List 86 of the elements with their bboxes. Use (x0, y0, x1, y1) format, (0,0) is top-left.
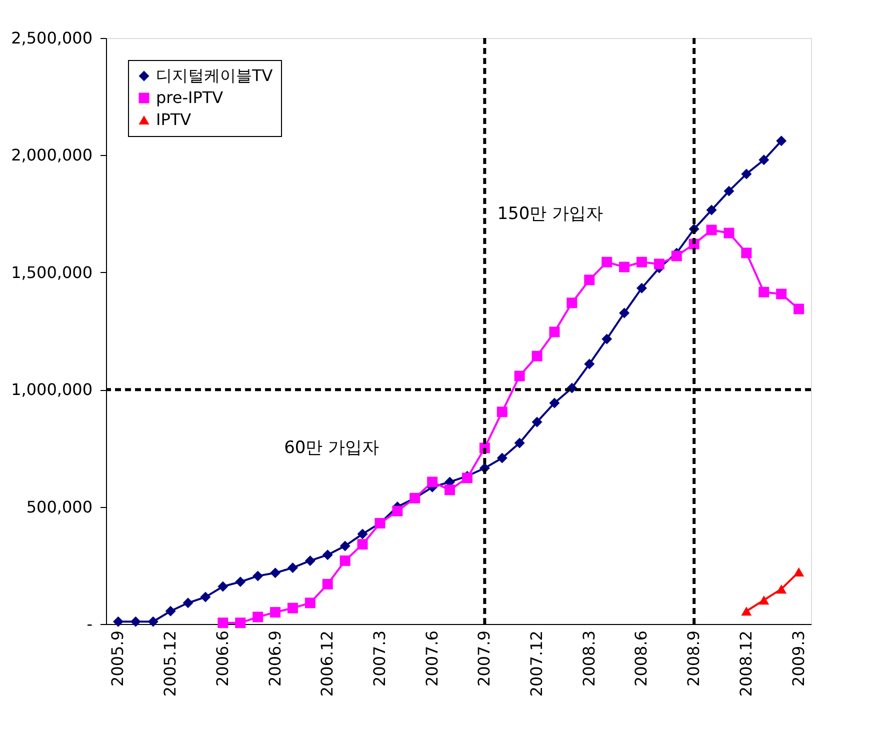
point (200, 592, 211, 602)
point (549, 326, 560, 338)
point (776, 288, 787, 300)
point (671, 250, 682, 262)
point (584, 274, 595, 286)
x-tick-label: 2009.3 (788, 630, 808, 686)
point (514, 438, 525, 448)
x-tick-label: 2006.9 (265, 630, 284, 686)
point (741, 248, 752, 258)
y-tick-label: 2,500,000 (11, 28, 92, 48)
x-tick-label: 2008.9 (684, 630, 704, 686)
y-tick-label: 2,000,000 (11, 146, 92, 165)
point (218, 618, 228, 628)
point (112, 616, 124, 627)
point (619, 262, 630, 272)
point (724, 186, 734, 196)
point (235, 576, 246, 588)
point (794, 567, 804, 577)
annotation: 150만 가입자 (497, 204, 604, 224)
point (392, 506, 403, 516)
annotation: 60만 가입자 (284, 438, 380, 458)
point (270, 607, 281, 618)
point (776, 584, 787, 594)
x-tick-label: 2008.6 (632, 630, 651, 686)
point (549, 398, 560, 408)
point (165, 606, 176, 616)
point (304, 598, 316, 608)
x-tick-label: 2006.6 (212, 630, 232, 686)
point (602, 334, 612, 344)
point (636, 282, 647, 294)
point (758, 154, 770, 166)
point (654, 258, 664, 270)
x-tick-label: 2007.12 (527, 630, 546, 697)
point (252, 570, 264, 582)
y-tick-label: 1,500,000 (11, 262, 92, 282)
y-tick-label: 500,000 (26, 497, 92, 516)
legend-label: pre-IPTV (156, 88, 224, 107)
point (357, 528, 368, 540)
point (340, 555, 350, 566)
point (130, 616, 141, 627)
point (270, 568, 281, 578)
point (340, 540, 350, 552)
point (514, 370, 525, 382)
point (619, 308, 630, 318)
point (706, 204, 717, 216)
point (602, 256, 612, 268)
point (322, 578, 333, 590)
point (148, 616, 158, 627)
point (182, 598, 194, 608)
point (636, 256, 647, 268)
x-tick-label: 2007.3 (370, 630, 389, 686)
point (794, 304, 804, 314)
x-tick-label: 2005.9 (108, 630, 128, 686)
point (532, 416, 542, 428)
x-tick-label: 2005.12 (160, 630, 180, 697)
legend-label: 디지털케이블TV (156, 66, 273, 85)
x-tick-label: 2008.12 (736, 630, 756, 697)
y-tick-label: 1,000,000 (11, 380, 92, 400)
point (584, 358, 595, 370)
point (287, 562, 298, 573)
point (444, 484, 456, 496)
point (322, 550, 333, 560)
point (706, 224, 717, 236)
legend-label: IPTV (156, 110, 192, 129)
point (218, 581, 228, 592)
x-tick-label: 2007.9 (474, 630, 494, 686)
x-tick-label: 2008.3 (579, 630, 598, 686)
point (252, 612, 264, 622)
point (724, 228, 734, 238)
point (566, 298, 578, 308)
point (304, 555, 316, 566)
point (758, 286, 770, 298)
point (357, 539, 368, 550)
point (287, 602, 298, 614)
x-tick-label: 2006.12 (318, 630, 337, 697)
y-tick-label: - (86, 614, 92, 634)
point (532, 350, 542, 362)
point (741, 168, 752, 180)
x-tick-label: 2007.6 (422, 630, 442, 686)
point (776, 136, 787, 146)
point (496, 452, 508, 464)
point (758, 596, 770, 605)
point (496, 406, 508, 418)
point (741, 606, 752, 616)
point (427, 476, 438, 488)
point (235, 618, 246, 628)
